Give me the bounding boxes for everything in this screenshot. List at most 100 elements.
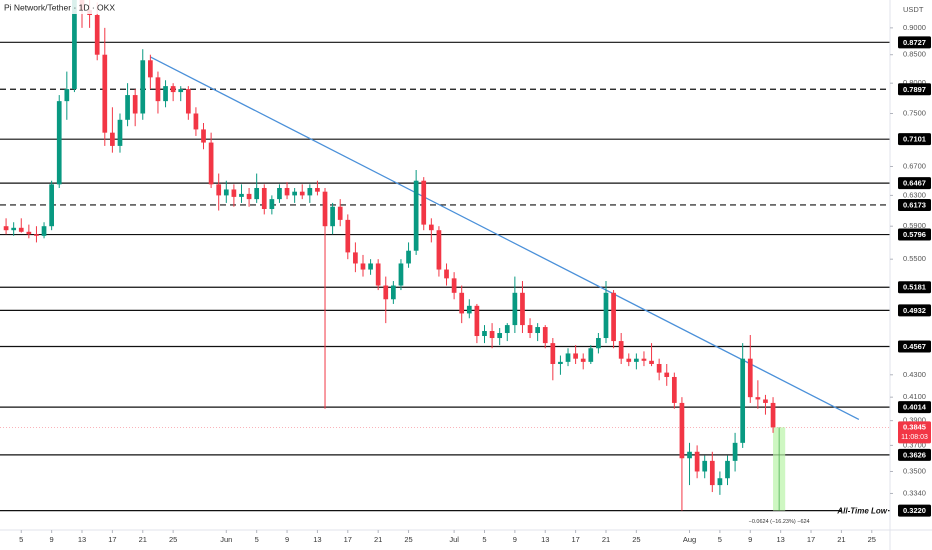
candle-body — [421, 180, 427, 225]
currency: USDT — [903, 5, 924, 14]
candle-body — [261, 187, 267, 210]
candle-body — [413, 180, 419, 251]
x-tick-label: 17 — [807, 535, 815, 544]
candle-body — [573, 353, 578, 359]
candle-body — [132, 95, 138, 114]
level-label-bg — [898, 448, 931, 461]
y-tick-label: 0.7500 — [903, 108, 926, 117]
candle-body — [56, 101, 62, 185]
y-tick-label: 0.3500 — [903, 466, 926, 475]
candle-body — [725, 460, 730, 479]
level-label-bg — [898, 198, 931, 211]
candle-body — [634, 358, 639, 362]
level-label: 0.5181 — [903, 283, 926, 292]
x-tick-label: 21 — [837, 535, 845, 544]
plot-area — [0, 0, 890, 512]
candle-body — [740, 358, 746, 443]
candle-body — [702, 460, 708, 472]
candle-body — [299, 191, 305, 196]
candle-body — [451, 278, 457, 293]
level-label-bg — [898, 304, 931, 317]
candle-body — [368, 263, 373, 270]
level-label-bg — [898, 281, 931, 294]
candle-body — [406, 250, 411, 264]
candle-body — [64, 89, 70, 102]
candle-body — [747, 358, 753, 398]
x-tick-label: 17 — [108, 535, 116, 544]
level-label: 0.6467 — [903, 179, 926, 188]
candle-body — [18, 227, 24, 232]
annotation: All-Time Low — [836, 506, 887, 515]
x-tick-label: 13 — [78, 535, 86, 544]
x-tick-label: 21 — [602, 535, 610, 544]
level-label-bg — [898, 228, 931, 241]
candle-body — [580, 358, 586, 362]
x-tick-label: 13 — [776, 535, 784, 544]
candle-body — [94, 14, 100, 55]
y-tick-label: 0.3700 — [903, 440, 926, 449]
y-tick-label: 0.9000 — [903, 23, 926, 32]
title-bg — [0, 0, 170, 14]
candle-body — [148, 60, 153, 78]
level-label: 0.3220 — [903, 506, 926, 515]
level-label: 0.4932 — [903, 306, 926, 315]
candle-body — [11, 227, 17, 231]
candle-body — [375, 263, 381, 286]
countdown-label: 11:08:03 — [901, 434, 928, 441]
level-label-bg — [898, 401, 931, 414]
x-tick-label: 13 — [541, 535, 549, 544]
candle-body — [307, 187, 313, 196]
y-tick-label: 0.3340 — [903, 488, 926, 497]
candle-body — [330, 206, 335, 227]
candle-body — [679, 402, 685, 459]
x-tick-label: 25 — [632, 535, 640, 544]
candle-body — [72, 0, 77, 90]
x-tick-label: 9 — [748, 535, 752, 544]
candle-body — [535, 327, 540, 334]
y-tick-label: 0.6300 — [903, 190, 926, 199]
candle-body — [717, 478, 723, 486]
level-label: 0.8727 — [903, 38, 926, 47]
x-tick-label: Jul — [449, 535, 459, 544]
level-label: 0.5796 — [903, 230, 926, 239]
candle-body — [474, 305, 480, 337]
x-tick-label: 25 — [169, 535, 177, 544]
candle-body — [444, 269, 449, 279]
candle-body — [641, 358, 647, 361]
candle-body — [102, 54, 108, 133]
candle-body — [596, 338, 601, 349]
candle-body — [626, 358, 632, 362]
candle-body — [664, 372, 670, 377]
level-label-bg — [898, 504, 931, 517]
candle-body — [694, 451, 700, 472]
level-label: 0.4014 — [903, 403, 927, 412]
candle-body — [284, 187, 290, 196]
level-label-bg — [898, 36, 931, 49]
candle-body — [345, 219, 351, 253]
x-tick-label: 17 — [344, 535, 352, 544]
candle-body — [428, 224, 434, 231]
candle-body — [231, 189, 237, 197]
candle-body — [178, 89, 184, 93]
level-label-bg — [898, 340, 931, 353]
candle-body — [687, 451, 692, 459]
candle-body — [398, 263, 404, 286]
candle-body — [322, 191, 328, 227]
annotation-bg — [842, 504, 888, 517]
y-tick-label: 0.5900 — [903, 221, 926, 230]
candle-body — [611, 292, 616, 342]
candle-body — [512, 292, 518, 326]
candle-body — [117, 119, 123, 146]
candle-body — [3, 226, 9, 231]
candle-body — [770, 402, 776, 428]
candle-body — [565, 353, 571, 362]
candle-body — [26, 231, 32, 235]
level-label-bg — [898, 177, 931, 190]
x-tick-label: 21 — [139, 535, 147, 544]
candle-body — [755, 397, 761, 400]
y-tick-label: 0.6700 — [903, 161, 926, 170]
candle-body — [110, 132, 115, 146]
x-tick-label: 21 — [374, 535, 382, 544]
y-tick-label: 0.4100 — [903, 392, 926, 401]
